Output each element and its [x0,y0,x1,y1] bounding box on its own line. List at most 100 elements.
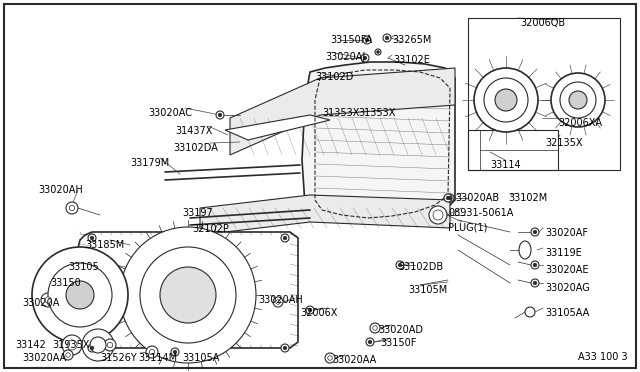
Text: 33020A: 33020A [22,298,60,308]
Circle shape [368,340,372,344]
Circle shape [446,196,450,200]
Text: 32102P: 32102P [192,224,229,234]
Text: 33105A: 33105A [182,353,220,363]
Circle shape [328,356,332,360]
Circle shape [363,56,367,60]
Text: 33142: 33142 [15,340,45,350]
Text: 33114: 33114 [490,160,520,170]
Text: 33197: 33197 [182,208,212,218]
Text: 33020AH: 33020AH [38,185,83,195]
Circle shape [383,34,391,42]
Circle shape [160,267,216,323]
Circle shape [531,261,539,269]
Ellipse shape [484,78,528,122]
Circle shape [32,247,128,343]
Circle shape [273,297,283,307]
Circle shape [377,51,380,53]
Circle shape [66,353,70,357]
Circle shape [62,335,82,355]
Circle shape [308,308,312,312]
Text: A33 100 3: A33 100 3 [579,352,628,362]
Text: 33020AB: 33020AB [455,193,499,203]
Circle shape [88,344,96,352]
Circle shape [45,297,51,303]
Text: 33020AA: 33020AA [332,355,376,365]
Circle shape [66,202,78,214]
Polygon shape [200,195,450,235]
Circle shape [361,54,369,62]
Circle shape [283,236,287,240]
Circle shape [366,338,374,346]
Circle shape [63,350,73,360]
Circle shape [531,279,539,287]
Text: 31353X: 31353X [358,108,396,118]
Text: 33150FA: 33150FA [330,35,372,45]
Text: 32006XA: 32006XA [558,118,602,128]
Text: 33102D: 33102D [315,72,353,82]
Circle shape [88,234,96,242]
Text: 31935X: 31935X [52,340,90,350]
Circle shape [69,205,75,211]
Text: 32006X: 32006X [300,308,337,318]
Circle shape [276,300,280,304]
Ellipse shape [495,89,517,111]
Circle shape [67,340,77,350]
Circle shape [171,348,179,356]
Circle shape [66,281,94,309]
Text: 33102E: 33102E [393,55,430,65]
Circle shape [396,261,404,269]
Circle shape [370,323,380,333]
Circle shape [283,346,287,350]
Circle shape [120,227,256,363]
Circle shape [375,49,381,55]
Circle shape [363,36,371,44]
Circle shape [104,339,116,351]
Polygon shape [302,62,455,222]
Text: 33020AJ: 33020AJ [325,52,365,62]
Polygon shape [225,115,330,140]
Circle shape [525,307,535,317]
Circle shape [306,306,314,314]
Ellipse shape [551,73,605,127]
Ellipse shape [474,68,538,132]
Text: 33020AC: 33020AC [148,108,192,118]
Circle shape [533,230,537,234]
Circle shape [385,36,388,40]
Text: 33179M: 33179M [130,158,169,168]
Text: 33114M: 33114M [138,353,177,363]
Circle shape [41,293,55,307]
Text: 33102M: 33102M [508,193,547,203]
Text: 31526Y: 31526Y [100,353,137,363]
Circle shape [90,236,94,240]
Circle shape [149,349,155,355]
Text: 33020AE: 33020AE [545,265,589,275]
Ellipse shape [560,82,596,118]
Text: 33020AD: 33020AD [378,325,423,335]
Circle shape [218,113,222,117]
Polygon shape [230,68,455,155]
Text: 33185M: 33185M [85,240,124,250]
Circle shape [533,281,537,285]
Text: 33102DB: 33102DB [398,262,443,272]
Circle shape [281,344,289,352]
Bar [468,130,558,170]
Circle shape [140,247,236,343]
Circle shape [90,337,106,353]
Ellipse shape [519,241,531,259]
Ellipse shape [569,91,587,109]
Text: PLUG(1): PLUG(1) [448,222,488,232]
Circle shape [146,346,158,358]
Polygon shape [468,18,620,170]
Circle shape [365,38,369,42]
Text: 08931-5061A: 08931-5061A [448,208,513,218]
Text: 33102DA: 33102DA [173,143,218,153]
Text: 33020AA: 33020AA [22,353,67,363]
Circle shape [108,342,113,348]
Text: 32006QB: 32006QB [520,18,565,28]
Circle shape [433,210,443,220]
Circle shape [372,326,377,330]
Text: 33265M: 33265M [392,35,431,45]
Circle shape [325,353,335,363]
Circle shape [173,350,177,354]
Circle shape [281,234,289,242]
